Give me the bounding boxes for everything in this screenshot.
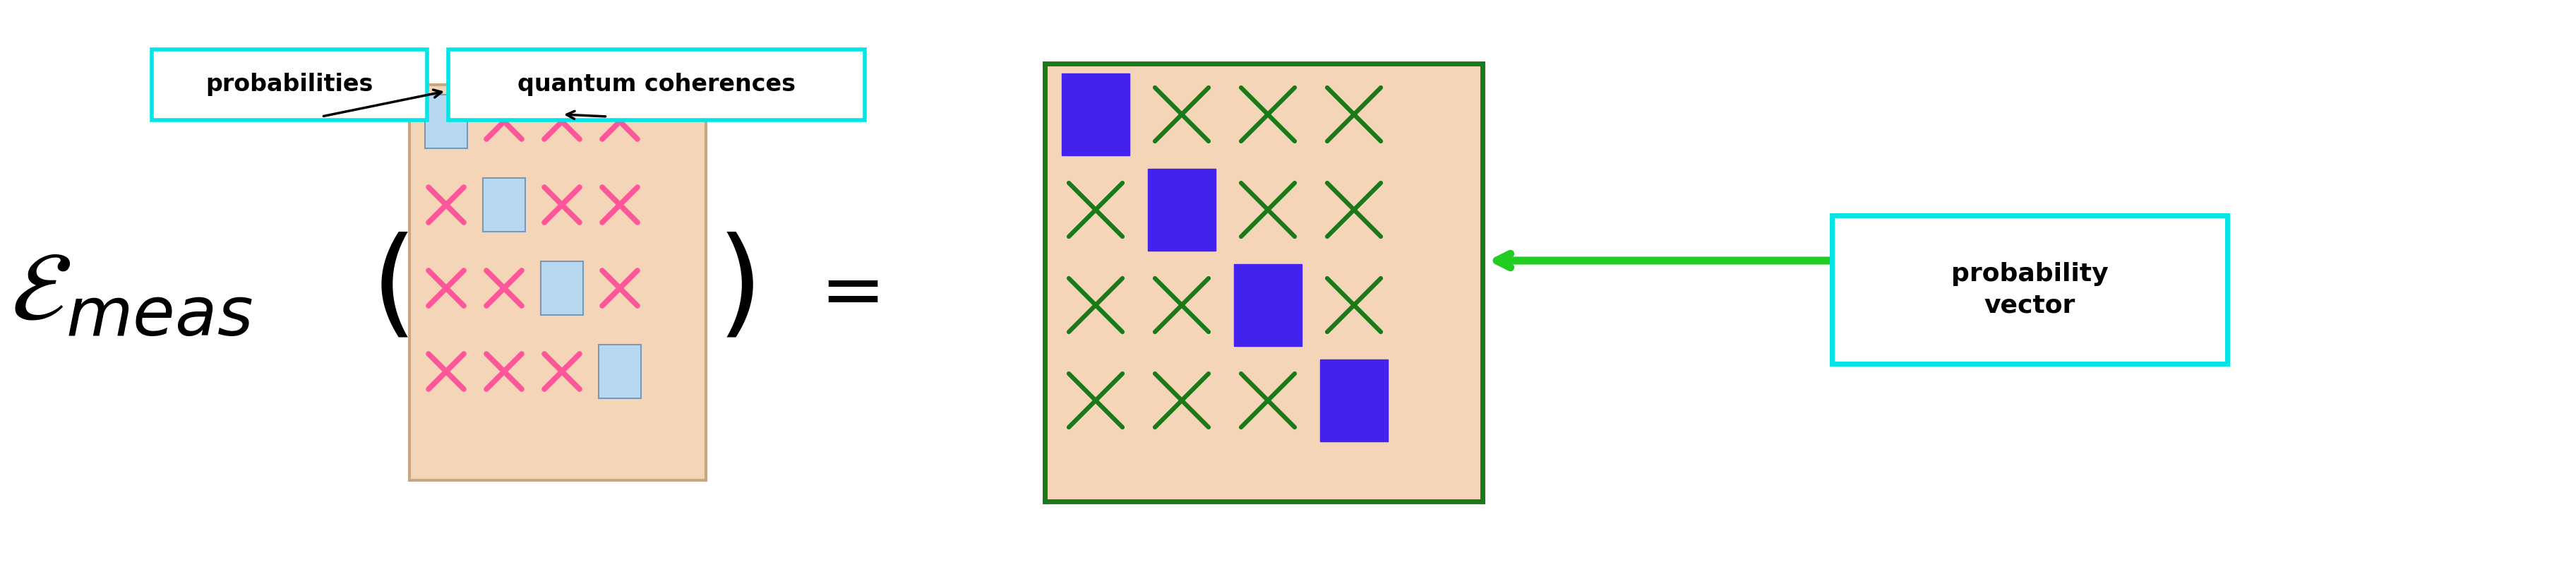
Bar <box>425 94 466 148</box>
Bar <box>1319 359 1388 441</box>
FancyBboxPatch shape <box>152 50 428 120</box>
Text: probability
vector: probability vector <box>1950 262 2107 318</box>
Text: $($: $($ <box>371 233 410 346</box>
FancyBboxPatch shape <box>410 85 706 480</box>
FancyBboxPatch shape <box>448 50 866 120</box>
Bar <box>598 345 641 398</box>
FancyBboxPatch shape <box>1832 215 2228 364</box>
Bar <box>1149 169 1216 251</box>
Bar <box>1234 264 1301 346</box>
Text: $)$: $)$ <box>716 233 755 346</box>
Bar <box>1061 73 1128 155</box>
Text: probabilities: probabilities <box>206 73 374 97</box>
Text: quantum coherences: quantum coherences <box>518 73 796 97</box>
Bar <box>541 261 582 315</box>
Text: $=$: $=$ <box>804 255 878 331</box>
FancyBboxPatch shape <box>1046 63 1484 502</box>
Bar <box>482 178 526 232</box>
Text: $\mathcal{E}_{meas}$: $\mathcal{E}_{meas}$ <box>10 246 252 340</box>
